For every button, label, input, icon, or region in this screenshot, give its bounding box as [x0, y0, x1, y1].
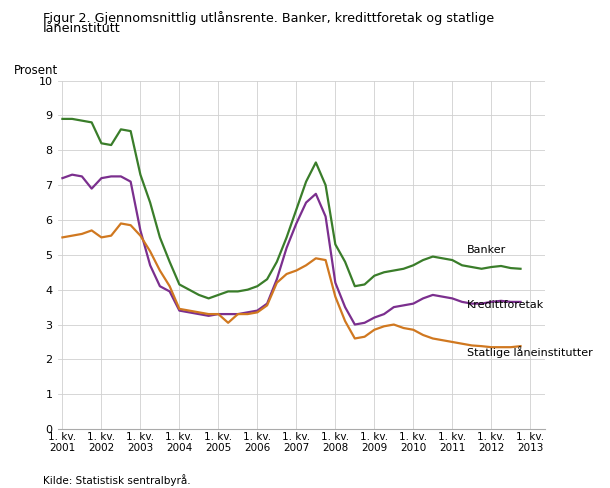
- Text: Banker: Banker: [467, 244, 506, 255]
- Text: låneinstitutt: låneinstitutt: [43, 22, 120, 35]
- Text: Statlige låneinstitutter: Statlige låneinstitutter: [467, 346, 593, 358]
- Text: Figur 2. Gjennomsnittlig utlånsrente. Banker, kredittforetak og statlige: Figur 2. Gjennomsnittlig utlånsrente. Ba…: [43, 11, 494, 25]
- Text: Kilde: Statistisk sentralbyrå.: Kilde: Statistisk sentralbyrå.: [43, 474, 190, 486]
- Text: Kredittforetak: Kredittforetak: [467, 301, 544, 310]
- Text: Prosent: Prosent: [13, 64, 58, 77]
